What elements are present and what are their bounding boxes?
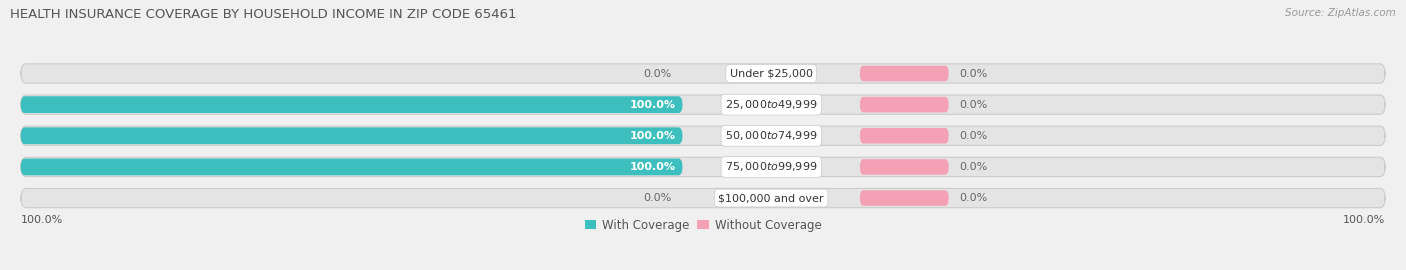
FancyBboxPatch shape [21, 127, 682, 144]
Text: 100.0%: 100.0% [630, 131, 676, 141]
FancyBboxPatch shape [860, 190, 949, 206]
Text: 100.0%: 100.0% [21, 215, 63, 225]
Text: 100.0%: 100.0% [1343, 215, 1385, 225]
Legend: With Coverage, Without Coverage: With Coverage, Without Coverage [579, 214, 827, 236]
FancyBboxPatch shape [860, 128, 949, 144]
Text: 0.0%: 0.0% [644, 193, 672, 203]
Text: $75,000 to $99,999: $75,000 to $99,999 [725, 160, 817, 173]
FancyBboxPatch shape [21, 188, 1385, 208]
FancyBboxPatch shape [21, 158, 682, 175]
FancyBboxPatch shape [860, 159, 949, 175]
Text: 100.0%: 100.0% [630, 162, 676, 172]
FancyBboxPatch shape [21, 95, 1385, 114]
FancyBboxPatch shape [860, 66, 949, 81]
Text: 100.0%: 100.0% [630, 100, 676, 110]
FancyBboxPatch shape [21, 64, 1385, 83]
FancyBboxPatch shape [860, 97, 949, 112]
Text: Under $25,000: Under $25,000 [730, 69, 813, 79]
Text: 0.0%: 0.0% [959, 162, 988, 172]
Text: 0.0%: 0.0% [959, 193, 988, 203]
Text: 0.0%: 0.0% [644, 69, 672, 79]
Text: 0.0%: 0.0% [959, 100, 988, 110]
Text: $50,000 to $74,999: $50,000 to $74,999 [725, 129, 817, 142]
Text: 0.0%: 0.0% [959, 131, 988, 141]
Text: $25,000 to $49,999: $25,000 to $49,999 [725, 98, 817, 111]
Text: 0.0%: 0.0% [959, 69, 988, 79]
Text: HEALTH INSURANCE COVERAGE BY HOUSEHOLD INCOME IN ZIP CODE 65461: HEALTH INSURANCE COVERAGE BY HOUSEHOLD I… [10, 8, 516, 21]
FancyBboxPatch shape [21, 96, 682, 113]
FancyBboxPatch shape [21, 157, 1385, 177]
FancyBboxPatch shape [21, 126, 1385, 146]
Text: $100,000 and over: $100,000 and over [718, 193, 824, 203]
Text: Source: ZipAtlas.com: Source: ZipAtlas.com [1285, 8, 1396, 18]
